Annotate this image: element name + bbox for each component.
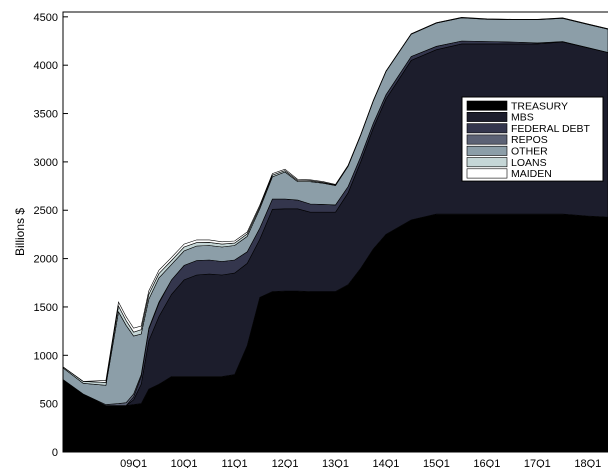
legend-label: REPOS — [511, 134, 548, 146]
x-tick-label: 15Q1 — [423, 458, 450, 468]
x-tick-label: 17Q1 — [524, 458, 551, 468]
plot-frame — [62, 11, 608, 453]
y-tick-label: 0 — [52, 447, 58, 459]
x-tick-label: 09Q1 — [120, 458, 147, 468]
legend-label: FEDERAL DEBT — [511, 123, 591, 135]
legend-label: LOANS — [511, 157, 547, 169]
legend-label: MBS — [511, 112, 534, 124]
y-tick-label: 500 — [40, 399, 58, 411]
x-tick-label: 13Q1 — [322, 458, 349, 468]
x-tick-label: 10Q1 — [171, 458, 198, 468]
legend-swatch — [466, 157, 508, 168]
y-axis: 0 500 1000 1500 2000 2500 3000 3500 4000 4500 — [34, 12, 68, 459]
legend-swatch — [466, 145, 508, 156]
x-axis: 09Q1 10Q1 11Q1 12Q1 13Q1 14Q1 15Q1 16Q1 17Q1 18Q1 — [120, 447, 601, 468]
x-tick-label: 16Q1 — [473, 458, 500, 468]
y-tick-label: 1500 — [34, 302, 58, 314]
y-axis-label: Billions $ — [13, 208, 27, 256]
legend-swatch — [466, 112, 508, 122]
y-tick-label: 4500 — [34, 12, 58, 24]
y-tick-label: 3000 — [34, 157, 58, 169]
x-tick-label: 18Q1 — [574, 458, 601, 468]
y-tick-label: 3500 — [34, 109, 58, 121]
legend-swatch — [466, 123, 508, 134]
legend-swatch — [466, 134, 508, 145]
x-tick-label: 14Q1 — [373, 458, 400, 468]
legend-swatch — [466, 100, 508, 111]
legend-label: OTHER — [511, 146, 548, 158]
legend-label: MAIDEN — [511, 168, 552, 180]
y-tick-label: 2000 — [34, 254, 58, 266]
y-tick-label: 4000 — [34, 60, 58, 72]
area-maiden — [62, 16, 608, 383]
legend-swatch — [466, 168, 508, 179]
area-treasury — [63, 214, 608, 452]
x-tick-label: 11Q1 — [222, 458, 248, 468]
legend-label: TREASURY — [511, 100, 568, 112]
series-areas — [62, 16, 608, 452]
x-tick-label: 12Q1 — [272, 458, 299, 468]
y-tick-label: 1000 — [34, 350, 58, 362]
y-tick-label: 2500 — [34, 205, 58, 217]
